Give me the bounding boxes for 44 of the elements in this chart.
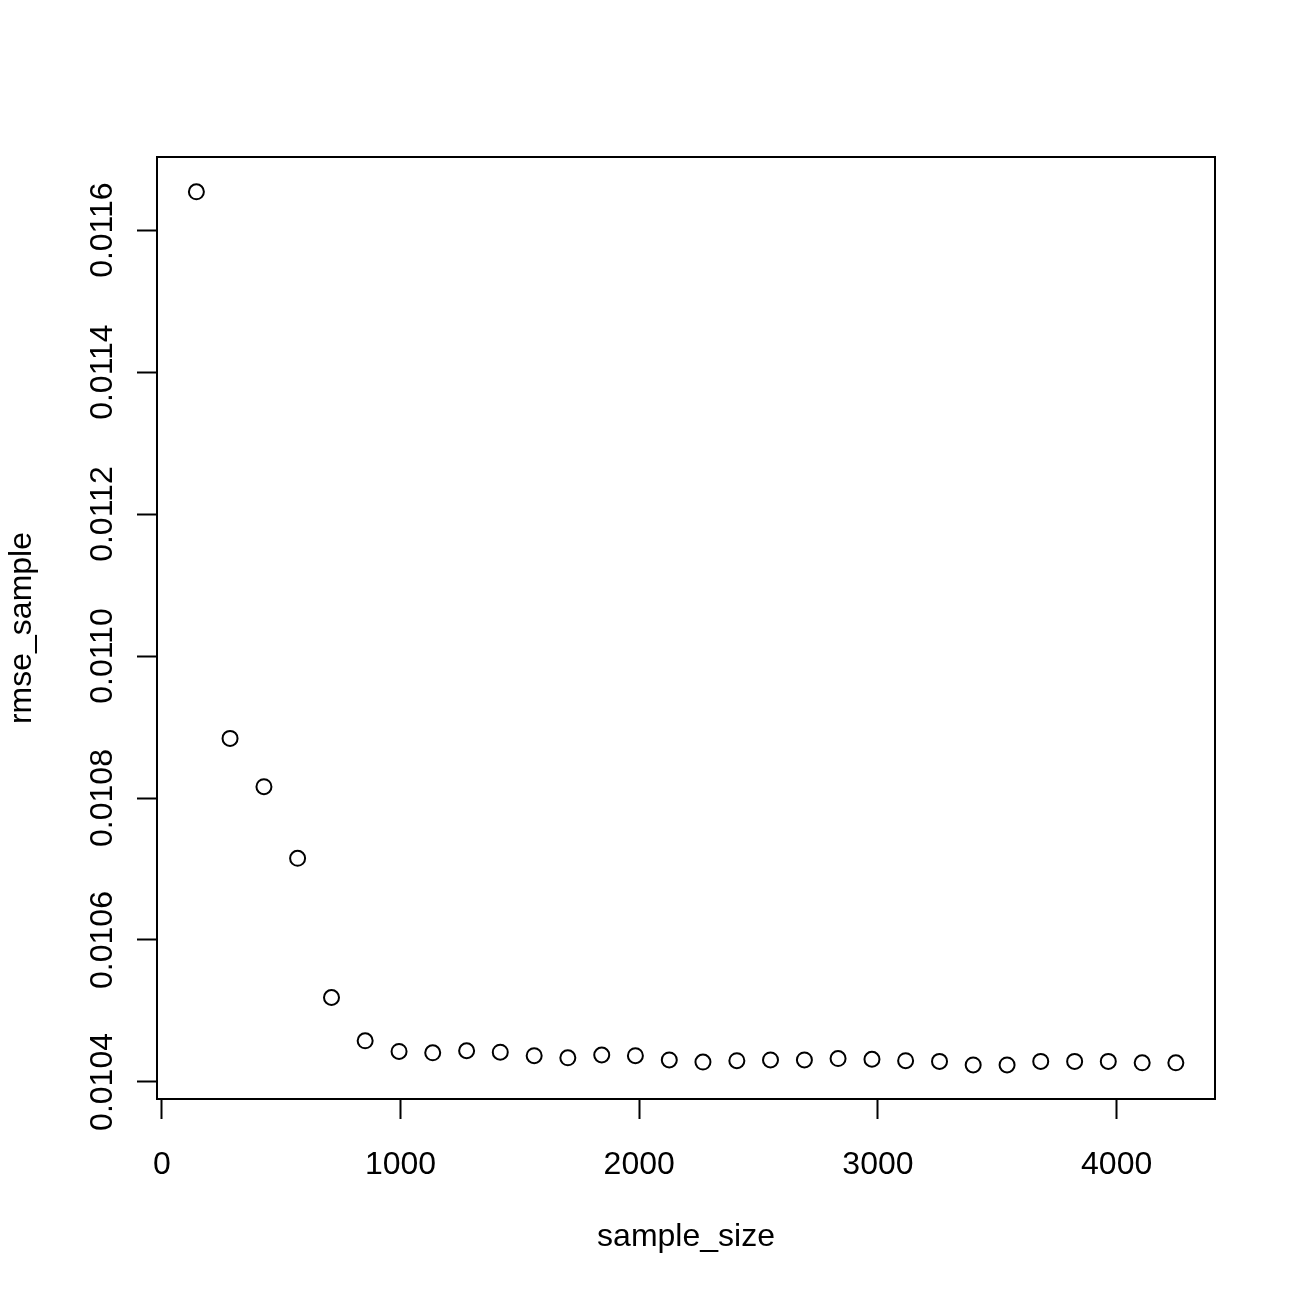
point <box>1099 1052 1117 1070</box>
point <box>728 1052 746 1070</box>
point <box>1167 1054 1185 1072</box>
x-tick-label: 0 <box>152 1145 171 1182</box>
point <box>356 1032 374 1050</box>
y-tick-label: 0.0116 <box>83 182 119 278</box>
x-axis-title: sample_size <box>597 1216 775 1253</box>
y-tick-label: 0.0114 <box>83 324 119 420</box>
point <box>255 778 273 796</box>
point <box>525 1047 543 1065</box>
y-axis-title: rmse_sample <box>2 531 39 725</box>
point <box>1066 1052 1084 1070</box>
point <box>559 1049 577 1067</box>
y-tick-label: 0.0108 <box>83 749 119 847</box>
point <box>863 1050 881 1068</box>
point <box>931 1052 949 1070</box>
point <box>964 1056 982 1074</box>
point <box>829 1050 847 1068</box>
point <box>897 1052 915 1070</box>
point <box>626 1047 644 1065</box>
point <box>1032 1052 1050 1070</box>
point <box>289 849 307 867</box>
x-tick-label: 4000 <box>1081 1145 1153 1182</box>
point <box>221 729 239 747</box>
x-tick-label: 1000 <box>364 1145 437 1182</box>
point <box>187 183 205 201</box>
point <box>1133 1054 1151 1072</box>
x-tick-label: 2000 <box>603 1145 675 1182</box>
y-tick-label: 0.0112 <box>83 466 119 562</box>
point <box>458 1042 476 1060</box>
point <box>424 1044 442 1062</box>
point <box>491 1043 509 1061</box>
point <box>323 988 340 1006</box>
y-tick-label: 0.0110 <box>83 608 119 704</box>
x-tick-label: 3000 <box>842 1145 914 1182</box>
y-tick-label: 0.0106 <box>83 891 119 989</box>
point <box>694 1053 712 1071</box>
point <box>660 1051 678 1069</box>
point <box>390 1042 408 1060</box>
point <box>795 1051 813 1069</box>
point <box>593 1046 611 1064</box>
point <box>762 1051 780 1069</box>
y-tick-label: 0.0104 <box>83 1033 119 1131</box>
point <box>998 1056 1016 1074</box>
